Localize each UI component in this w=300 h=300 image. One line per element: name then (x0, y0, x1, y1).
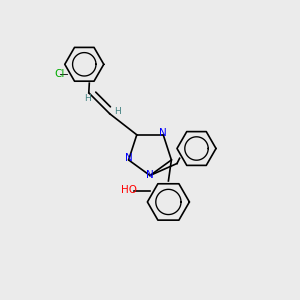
Text: N: N (146, 170, 154, 181)
Text: N: N (125, 154, 133, 164)
Text: Cl: Cl (55, 69, 65, 79)
Text: HO: HO (121, 185, 137, 195)
Text: N: N (159, 128, 167, 138)
Text: H: H (114, 107, 121, 116)
Text: H: H (84, 94, 91, 103)
